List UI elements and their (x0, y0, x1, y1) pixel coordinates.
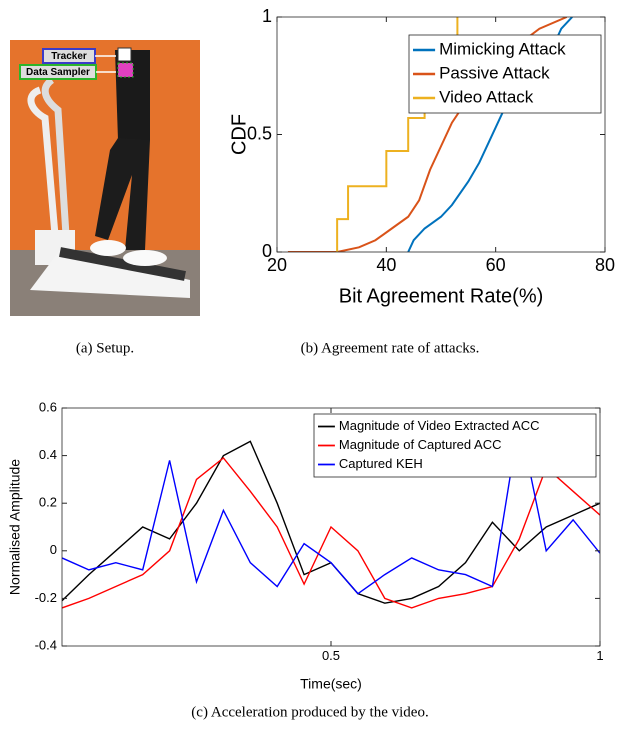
y-tick-label: 0.2 (39, 495, 57, 510)
legend-label: Mimicking Attack (439, 39, 566, 58)
y-tick-label: -0.4 (35, 637, 57, 652)
y-axis-label: Normalised Amplitude (7, 459, 23, 595)
y-tick-label: -0.2 (35, 590, 57, 605)
data-line (62, 458, 600, 608)
y-tick-label: 0.6 (39, 399, 57, 414)
figure: Tracker Data Sampler (a) Setup. 20406080… (0, 0, 620, 734)
y-tick-label: 0.5 (247, 123, 272, 143)
photo-label: Tracker (51, 51, 87, 62)
photo-label: Data Sampler (26, 67, 90, 78)
caption: (c) Acceleration produced by the video. (191, 704, 428, 720)
legend-label: Captured KEH (339, 456, 423, 471)
y-tick-label: 1 (262, 6, 272, 26)
x-tick-label: 40 (376, 255, 396, 275)
legend-label: Video Attack (439, 87, 534, 106)
caption: (a) Setup. (76, 340, 134, 356)
legend-label: Magnitude of Video Extracted ACC (339, 418, 540, 433)
y-tick-label: 0 (262, 241, 272, 261)
y-tick-label: 0 (50, 542, 57, 557)
x-tick-label: 60 (486, 255, 506, 275)
x-tick-label: 1 (596, 648, 603, 663)
caption: (b) Agreement rate of attacks. (301, 340, 480, 356)
setup-photo: Tracker Data Sampler (10, 40, 200, 316)
y-axis-label: CDF (228, 114, 250, 155)
legend-label: Passive Attack (439, 63, 550, 82)
x-tick-label: 0.5 (322, 648, 340, 663)
x-axis-label: Time(sec) (300, 676, 362, 692)
legend-label: Magnitude of Captured ACC (339, 437, 502, 452)
x-tick-label: 80 (595, 255, 615, 275)
x-axis-label: Bit Agreement Rate(%) (339, 285, 544, 307)
y-tick-label: 0.4 (39, 447, 57, 462)
